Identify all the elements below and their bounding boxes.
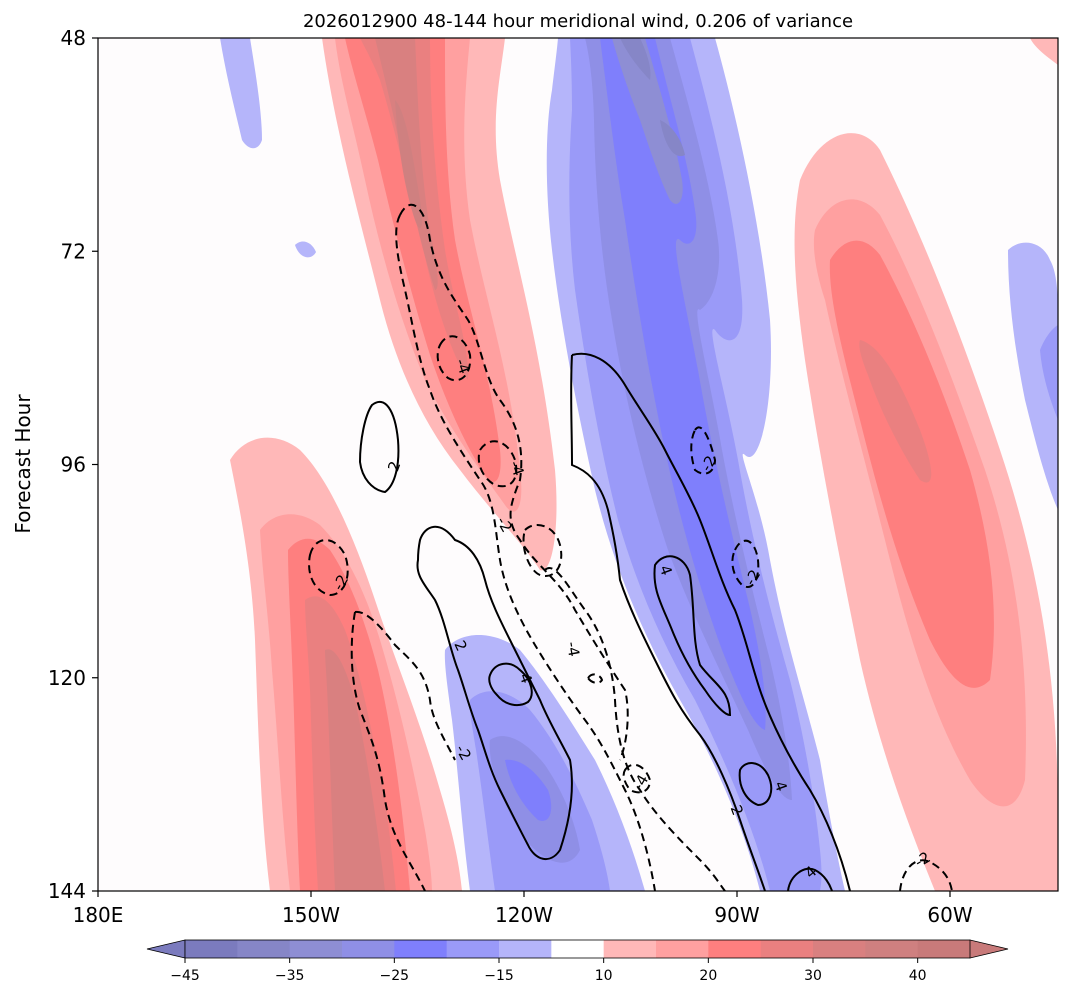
contour-solid-2 (571, 352, 851, 891)
y-tick-label: 144 (48, 879, 86, 903)
blue-patch-small-level-10 (295, 241, 316, 258)
colorbar-segment (865, 940, 919, 958)
contour-dashed-11 (544, 567, 726, 891)
contour-solid-8 (787, 867, 833, 891)
contour-dashed-14 (899, 859, 953, 891)
colorbar-segment (185, 940, 238, 958)
contour-label: -4 (506, 458, 528, 478)
y-axis-label: Forecast Hour (11, 394, 35, 534)
blue-patch-top-left (220, 38, 262, 149)
colorbar-tick-label: −35 (275, 968, 305, 984)
red-band-upper-left (322, 38, 557, 571)
colorbar-segment (603, 940, 657, 958)
red-patch-top-right-level-10 (1030, 38, 1058, 65)
colorbar-segment (813, 940, 866, 958)
contour-dashed-13 (586, 673, 604, 684)
contour-solid-7 (738, 762, 773, 807)
blue-patch-top-left-level-10 (220, 38, 262, 149)
contour-label: -4 (563, 640, 583, 658)
colorbar-segment (289, 940, 343, 958)
colorbar-segment (551, 940, 605, 958)
blue-band-center-level-25 (600, 38, 766, 730)
colorbar-segment (760, 940, 814, 958)
colorbar-segment (499, 940, 552, 958)
contour-dashed-8 (350, 611, 426, 891)
x-tick-label: 150W (282, 903, 340, 927)
contour-dashed-5 (522, 524, 563, 577)
colorbar-tick-label: −25 (380, 968, 410, 984)
contour-solid-6 (488, 662, 533, 707)
red-band-right (794, 133, 1058, 891)
y-tick-label: 72 (61, 239, 86, 263)
colorbar-tick-label: −15 (484, 968, 514, 984)
contour-label: -4 (452, 356, 474, 376)
contour-dashed-10 (731, 539, 760, 588)
colorbar-tick-label: 30 (804, 968, 822, 984)
red-patch-top-right (1030, 38, 1058, 65)
contour-dashed-3 (436, 335, 472, 382)
contour-dashed-9 (690, 426, 717, 475)
colorbar: −45 −35 −25 −15 10 20 30 40 (146, 939, 1009, 984)
colorbar-tick-label: −45 (170, 968, 200, 984)
red-band-lower-left-level-30 (325, 649, 385, 891)
colorbar-tick-label: 10 (595, 968, 613, 984)
colorbar-segment (917, 940, 971, 958)
blue-band-center-level-35 (620, 38, 651, 80)
blue-band-center (546, 38, 845, 891)
y-tick-label: 120 (48, 666, 86, 690)
colorbar-frame (184, 939, 971, 959)
blue-band-lower (444, 635, 645, 891)
contour-dashed-4 (477, 440, 518, 488)
contour-dashed-12 (622, 763, 652, 794)
red-band-upper-left-level-35 (395, 100, 423, 229)
colorbar-segment (342, 940, 395, 958)
contour-dashed-2 (395, 214, 656, 891)
colorbar-segment (708, 940, 762, 958)
y-axis: 48 72 96 120 144 (48, 26, 98, 903)
colorbar-tick-label: 40 (909, 968, 927, 984)
contour-dashed-1 (399, 203, 629, 761)
contour-solid-1 (358, 400, 400, 494)
x-tick-label: 120W (495, 903, 553, 927)
colorbar-tick-label: 20 (699, 968, 717, 984)
contour-lines (308, 203, 953, 891)
colorbar-extend-max (969, 939, 1009, 959)
blue-patch-right-edge-level-10 (1008, 242, 1058, 510)
contour-solid-5 (416, 525, 573, 860)
contour-solid-3 (570, 354, 766, 891)
blue-patch-right-edge-level-15 (1040, 325, 1058, 420)
x-tick-label: 180E (73, 903, 124, 927)
x-tick-label: 90W (714, 903, 759, 927)
blue-patch-right-edge (1008, 242, 1058, 510)
colorbar-segment (237, 940, 291, 958)
colorbar-extend-min (146, 939, 186, 959)
red-band-right-level-25 (859, 340, 932, 483)
colorbar-segment (656, 940, 709, 958)
colorbar-segment (394, 940, 448, 958)
blue-band-lower-level-25 (505, 759, 552, 821)
contour-solid-4 (653, 555, 732, 717)
x-axis: 180E 150W 120W 90W 60W (73, 891, 973, 927)
red-band-lower-left (230, 437, 462, 891)
colorbar-segment (446, 940, 500, 958)
contour-dashed-6 (308, 539, 349, 597)
blue-patch-small (295, 241, 316, 258)
x-tick-label: 60W (927, 903, 972, 927)
y-tick-label: 48 (61, 26, 86, 50)
red-band-upper-left-level-20 (345, 38, 501, 482)
filled-contours (220, 38, 1058, 891)
chart-title: 2026012900 48-144 hour meridional wind, … (303, 11, 853, 32)
y-tick-label: 96 (61, 453, 86, 477)
blue-band-center-level-30 (612, 38, 683, 204)
blue-band-center-level-35b (660, 120, 685, 157)
